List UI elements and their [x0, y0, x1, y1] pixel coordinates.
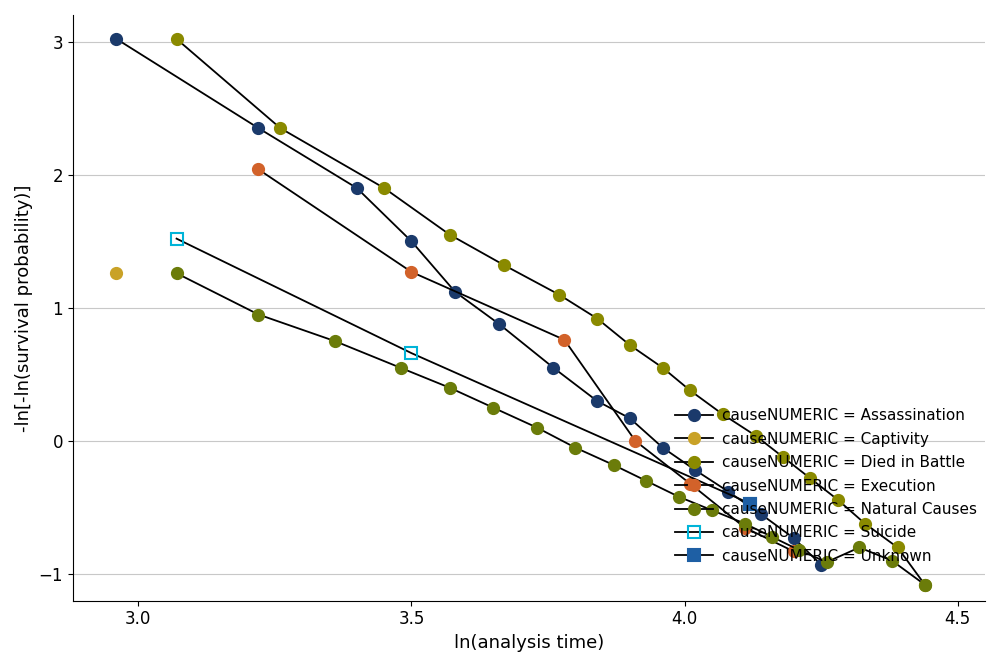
causeNUMERIC = Natural Causes	[706, 506, 718, 514]
causeNUMERIC = Natural Causes	[531, 424, 543, 432]
causeNUMERIC = Died in Battle	[378, 184, 390, 192]
causeNUMERIC = Died in Battle	[553, 291, 565, 299]
causeNUMERIC = Assassination	[591, 397, 603, 405]
causeNUMERIC = Natural Causes	[739, 520, 751, 528]
causeNUMERIC = Natural Causes	[444, 384, 456, 392]
causeNUMERIC = Assassination	[351, 184, 363, 192]
causeNUMERIC = Assassination	[405, 237, 417, 245]
causeNUMERIC = Natural Causes	[569, 444, 581, 452]
causeNUMERIC = Died in Battle	[624, 341, 636, 349]
Line: causeNUMERIC = Assassination: causeNUMERIC = Assassination	[111, 33, 827, 570]
causeNUMERIC = Natural Causes	[171, 269, 183, 277]
Line: causeNUMERIC = Natural Causes: causeNUMERIC = Natural Causes	[171, 267, 930, 590]
causeNUMERIC = Natural Causes	[252, 311, 264, 319]
causeNUMERIC = Died in Battle	[444, 231, 456, 239]
Legend: causeNUMERIC = Assassination, causeNUMERIC = Captivity, causeNUMERIC = Died in B: causeNUMERIC = Assassination, causeNUMER…	[675, 408, 977, 564]
causeNUMERIC = Execution	[558, 336, 570, 344]
Line: causeNUMERIC = Execution: causeNUMERIC = Execution	[253, 164, 799, 557]
causeNUMERIC = Execution	[405, 268, 417, 276]
causeNUMERIC = Natural Causes	[766, 533, 778, 541]
Y-axis label: -ln[-ln(survival probability)]: -ln[-ln(survival probability)]	[15, 184, 33, 432]
causeNUMERIC = Natural Causes	[395, 364, 407, 372]
causeNUMERIC = Died in Battle	[591, 315, 603, 323]
causeNUMERIC = Died in Battle	[274, 124, 286, 132]
causeNUMERIC = Died in Battle	[657, 364, 669, 372]
causeNUMERIC = Died in Battle	[892, 544, 904, 552]
causeNUMERIC = Execution	[739, 524, 751, 532]
causeNUMERIC = Natural Causes	[853, 544, 865, 552]
causeNUMERIC = Assassination	[547, 364, 559, 372]
causeNUMERIC = Natural Causes	[640, 477, 652, 485]
causeNUMERIC = Died in Battle	[684, 386, 696, 394]
causeNUMERIC = Died in Battle	[804, 474, 816, 482]
causeNUMERIC = Assassination	[110, 35, 122, 43]
causeNUMERIC = Died in Battle	[859, 520, 871, 528]
causeNUMERIC = Execution	[684, 480, 696, 488]
causeNUMERIC = Assassination	[252, 124, 264, 132]
causeNUMERIC = Assassination	[689, 466, 701, 474]
causeNUMERIC = Execution	[788, 548, 800, 556]
causeNUMERIC = Suicide	[744, 500, 756, 508]
causeNUMERIC = Died in Battle	[717, 410, 729, 418]
causeNUMERIC = Assassination	[755, 510, 767, 518]
causeNUMERIC = Natural Causes	[886, 557, 898, 565]
causeNUMERIC = Natural Causes	[487, 404, 499, 412]
causeNUMERIC = Natural Causes	[919, 581, 931, 589]
causeNUMERIC = Died in Battle	[750, 432, 762, 440]
causeNUMERIC = Execution	[252, 165, 264, 173]
causeNUMERIC = Natural Causes	[329, 337, 341, 345]
causeNUMERIC = Assassination	[657, 444, 669, 452]
X-axis label: ln(analysis time): ln(analysis time)	[454, 634, 604, 652]
causeNUMERIC = Execution	[629, 437, 641, 445]
causeNUMERIC = Died in Battle	[498, 261, 510, 269]
causeNUMERIC = Assassination	[449, 288, 461, 296]
causeNUMERIC = Died in Battle	[832, 496, 844, 504]
causeNUMERIC = Assassination	[815, 561, 827, 569]
causeNUMERIC = Assassination	[493, 320, 505, 328]
causeNUMERIC = Died in Battle	[919, 581, 931, 589]
causeNUMERIC = Suicide	[171, 235, 183, 243]
causeNUMERIC = Suicide	[405, 349, 417, 357]
causeNUMERIC = Natural Causes	[821, 558, 833, 566]
causeNUMERIC = Natural Causes	[673, 493, 685, 501]
causeNUMERIC = Assassination	[624, 414, 636, 422]
causeNUMERIC = Died in Battle	[171, 35, 183, 43]
causeNUMERIC = Assassination	[722, 488, 734, 496]
causeNUMERIC = Died in Battle	[777, 453, 789, 461]
Line: causeNUMERIC = Suicide: causeNUMERIC = Suicide	[171, 233, 756, 509]
causeNUMERIC = Natural Causes	[608, 461, 620, 469]
causeNUMERIC = Natural Causes	[793, 546, 805, 554]
Line: causeNUMERIC = Died in Battle: causeNUMERIC = Died in Battle	[171, 33, 930, 590]
causeNUMERIC = Assassination	[788, 534, 800, 542]
